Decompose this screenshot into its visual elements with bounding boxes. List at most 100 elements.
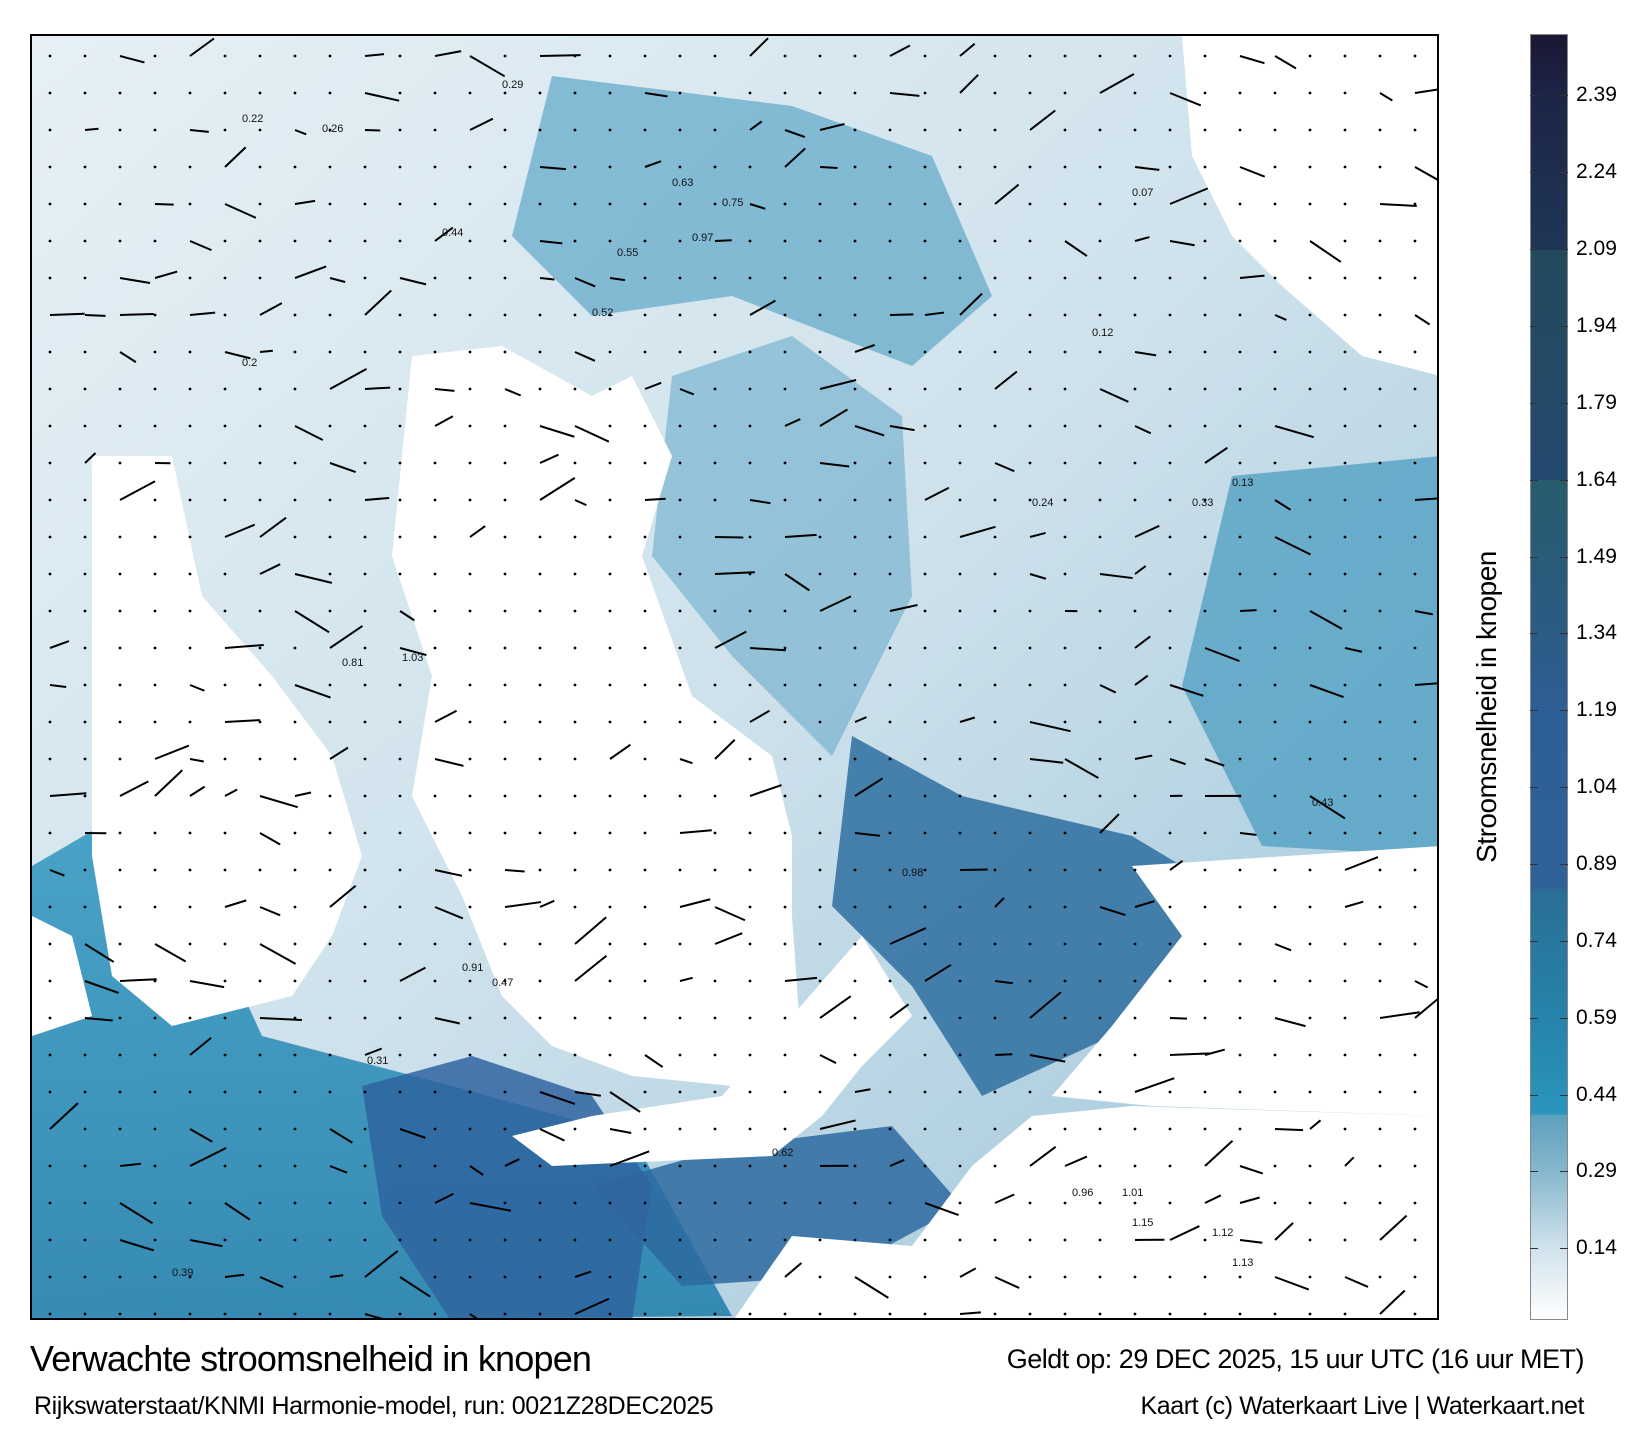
grid-dot: [48, 165, 52, 169]
grid-dot: [293, 1090, 297, 1094]
grid-dot: [328, 794, 332, 798]
grid-dot: [993, 794, 997, 798]
grid-dot: [1028, 905, 1032, 909]
grid-dot: [678, 1201, 682, 1205]
grid-dot: [1028, 868, 1032, 872]
current-arrow: [1344, 1276, 1369, 1288]
grid-dot: [258, 868, 262, 872]
map-credit[interactable]: Kaart (c) Waterkaart Live | Waterkaart.n…: [1140, 1392, 1584, 1420]
grid-dot: [923, 165, 927, 169]
grid-dot: [1203, 683, 1207, 687]
grid-dot: [468, 794, 472, 798]
current-arrow: [784, 533, 817, 538]
grid-dot: [1413, 239, 1417, 243]
grid-dot: [1203, 165, 1207, 169]
current-arrow: [539, 277, 555, 281]
colorbar-tick-mark: [1560, 940, 1568, 942]
colorbar-tick-label: 0.14: [1576, 1236, 1617, 1260]
grid-dot: [1098, 128, 1102, 132]
grid-dot: [1098, 1312, 1102, 1316]
grid-dot: [678, 128, 682, 132]
grid-dot: [188, 868, 192, 872]
grid-dot: [258, 498, 262, 502]
grid-dot: [888, 1053, 892, 1057]
current-arrow: [749, 120, 763, 131]
grid-dot: [608, 868, 612, 872]
grid-dot: [1308, 424, 1312, 428]
colorbar-tick-mark: [1530, 710, 1538, 712]
grid-dot: [608, 1275, 612, 1279]
grid-dot: [1378, 572, 1382, 576]
current-arrow: [1239, 1239, 1263, 1244]
grid-dot: [293, 350, 297, 354]
grid-dot: [1133, 868, 1137, 872]
grid-dot: [643, 683, 647, 687]
grid-dot: [223, 313, 227, 317]
grid-dot: [573, 387, 577, 391]
current-arrow: [1169, 187, 1209, 205]
grid-dot: [853, 91, 857, 95]
current-arrow: [469, 55, 506, 78]
grid-dot: [1413, 424, 1417, 428]
grid-dot: [503, 794, 507, 798]
current-arrow: [399, 1128, 426, 1139]
grid-dot: [153, 609, 157, 613]
grid-dot: [1273, 1164, 1277, 1168]
grid-dot: [958, 128, 962, 132]
grid-dot: [993, 1238, 997, 1242]
grid-dot: [1168, 831, 1172, 835]
current-arrow: [434, 1017, 460, 1025]
grid-dot: [398, 91, 402, 95]
grid-dot: [1308, 905, 1312, 909]
grid-dot: [118, 239, 122, 243]
grid-dot: [888, 831, 892, 835]
grid-dot: [48, 535, 52, 539]
grid-dot: [713, 461, 717, 465]
grid-dot: [678, 202, 682, 206]
grid-dot: [223, 1053, 227, 1057]
grid-dot: [153, 498, 157, 502]
current-arrow: [1029, 532, 1046, 538]
grid-dot: [1378, 498, 1382, 502]
grid-dot: [783, 1201, 787, 1205]
grid-dot: [1308, 498, 1312, 502]
grid-dot: [1203, 128, 1207, 132]
current-arrow: [294, 610, 330, 634]
grid-dot: [48, 979, 52, 983]
current-arrow: [889, 92, 920, 97]
grid-dot: [818, 1275, 822, 1279]
grid-dot: [748, 942, 752, 946]
grid-dot: [538, 350, 542, 354]
grid-dot: [538, 646, 542, 650]
grid-dot: [608, 128, 612, 132]
grid-dot: [433, 276, 437, 280]
current-arrow: [1029, 109, 1056, 131]
speed-label: 0.43: [1312, 797, 1333, 809]
grid-dot: [468, 1238, 472, 1242]
current-arrow: [259, 906, 281, 917]
current-arrow: [434, 758, 464, 767]
current-arrow: [504, 1158, 520, 1167]
grid-dot: [258, 239, 262, 243]
grid-dot: [223, 1016, 227, 1020]
grid-dot: [118, 1127, 122, 1131]
grid-dot: [328, 313, 332, 317]
grid-dot: [853, 1016, 857, 1020]
grid-dot: [1028, 165, 1032, 169]
current-arrow: [784, 1262, 803, 1278]
current-speed-map[interactable]: 0.29 0.22 0.26 0.31 0.55 0.63 0.75 0.97 0.52 0.44…: [30, 34, 1439, 1320]
current-arrow: [994, 1053, 1013, 1056]
current-arrow: [1274, 943, 1292, 952]
grid-dot: [1063, 1238, 1067, 1242]
grid-dot: [818, 572, 822, 576]
grid-dot: [573, 831, 577, 835]
grid-dot: [118, 128, 122, 132]
grid-dot: [293, 535, 297, 539]
grid-dot: [328, 1053, 332, 1057]
grid-dot: [433, 1238, 437, 1242]
grid-dot: [83, 1275, 87, 1279]
grid-dot: [958, 646, 962, 650]
grid-dot: [1238, 1016, 1242, 1020]
grid-dot: [783, 202, 787, 206]
grid-dot: [328, 831, 332, 835]
